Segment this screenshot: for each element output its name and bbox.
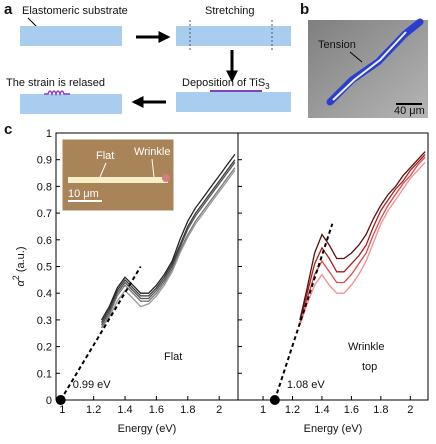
y-tick-label: 1 <box>46 128 52 140</box>
x-tick-label: 1.2 <box>86 404 101 416</box>
x-tick-label: 1.6 <box>149 404 164 416</box>
curve <box>100 162 236 326</box>
substrate <box>176 26 291 46</box>
x-tick-label: 1 <box>59 404 65 416</box>
y-label-unit: (a.u.) <box>15 246 27 275</box>
y-tick-label: 0.5 <box>37 262 52 274</box>
substrate <box>176 92 291 112</box>
substrate <box>20 26 122 46</box>
wrinkled-film <box>44 90 70 97</box>
x-tick-label: 1 <box>260 404 266 416</box>
inset-photo <box>61 138 175 212</box>
curve <box>100 170 236 329</box>
label: Stretching <box>205 5 255 17</box>
y-tick-label: 0.2 <box>37 342 52 354</box>
x-axis-label: Energy (eV) <box>304 423 363 435</box>
annotation: Flat <box>164 351 182 363</box>
plot-frame <box>237 132 429 401</box>
x-tick-label: 1.4 <box>314 404 329 416</box>
curve <box>100 167 236 329</box>
inset-label: Flat <box>96 150 114 162</box>
scale-label: 40 μm <box>394 105 425 117</box>
panel-label: a <box>4 1 13 18</box>
particle <box>162 174 170 182</box>
panel-label: b <box>300 1 309 18</box>
fit-line <box>59 265 142 401</box>
x-axis-label: Energy (eV) <box>118 423 177 435</box>
y-tick-label: 0.8 <box>37 181 52 193</box>
intercept-label: 1.08 eV <box>287 379 326 391</box>
y-label-sup: 2 <box>11 275 21 280</box>
annotation: Wrinkle <box>348 341 384 353</box>
flake <box>68 177 168 183</box>
x-tick-label: 1.6 <box>344 404 359 416</box>
annotation: top <box>362 361 377 373</box>
panel-label: c <box>4 121 12 138</box>
x-tick-label: 2 <box>216 404 222 416</box>
y-label-symbol: α <box>15 280 27 287</box>
intercept <box>269 395 280 405</box>
y-tick-label: 0.6 <box>37 235 52 247</box>
curve <box>100 159 236 323</box>
intercept-label: 0.99 eV <box>73 379 112 391</box>
intercept <box>55 395 66 405</box>
curve <box>299 151 426 321</box>
label: Elastomeric substrate <box>22 5 128 17</box>
x-tick-label: 1.8 <box>373 404 388 416</box>
label: The strain is relased <box>6 77 105 89</box>
y-tick-label: 0 <box>46 395 52 407</box>
y-tick-label: 0.9 <box>37 155 52 167</box>
curve <box>299 161 426 326</box>
curve <box>299 153 426 321</box>
scale-label: 10 μm <box>68 188 99 200</box>
x-tick-label: 1.8 <box>180 404 195 416</box>
pointer <box>99 162 107 178</box>
pointer <box>349 51 363 63</box>
fit-line <box>273 223 334 401</box>
label: Deposition of TiS3 <box>182 77 270 91</box>
y-tick-label: 0.1 <box>37 368 52 380</box>
curve <box>299 156 426 323</box>
pointer <box>151 158 155 178</box>
label: Tension <box>318 39 356 51</box>
y-tick-label: 0.3 <box>37 315 52 327</box>
x-tick-label: 1.2 <box>285 404 300 416</box>
curve <box>100 154 236 321</box>
y-tick-label: 0.7 <box>37 208 52 220</box>
ribbon-edge <box>332 31 407 101</box>
substrate <box>20 94 122 114</box>
x-tick-label: 2 <box>407 404 413 416</box>
y-tick-label: 0.4 <box>37 288 52 300</box>
inset-label: Wrinkle <box>134 146 170 158</box>
y-axis-label: α2 (a.u.) <box>11 246 27 286</box>
x-tick-label: 1.4 <box>117 404 132 416</box>
